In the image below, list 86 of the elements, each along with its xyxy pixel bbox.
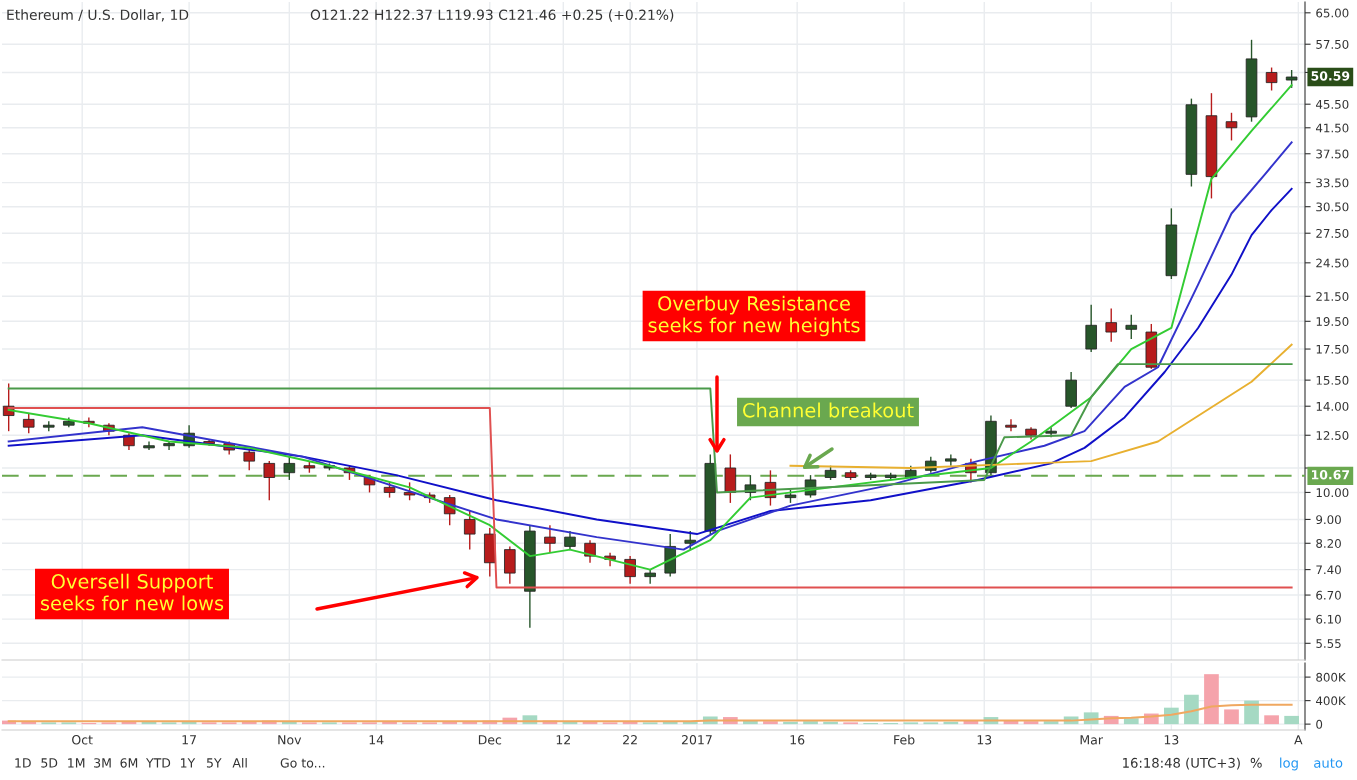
- y-tick-label: 33.50: [1316, 178, 1349, 188]
- x-tick-label: A: [1294, 735, 1303, 745]
- candlestick: [22, 412, 35, 434]
- y-tick-label: 0: [1316, 719, 1323, 729]
- y-tick-label: 6.70: [1316, 590, 1341, 600]
- y-tick-label: 45.50: [1315, 99, 1349, 109]
- text: 50.59: [1311, 71, 1350, 81]
- y-tick-label: 6.10: [1316, 614, 1341, 624]
- bar: [1204, 674, 1219, 725]
- text: 3M: [94, 758, 111, 768]
- y-tick-label: 30.50: [1316, 202, 1349, 212]
- candlestick: [1225, 112, 1238, 142]
- candlestick: [564, 530, 576, 551]
- text: All: [232, 757, 247, 768]
- candlestick: [1125, 314, 1138, 340]
- y-tick-label: 800K: [1316, 672, 1346, 682]
- x-tick-label: Feb: [894, 734, 915, 745]
- candlestick: [263, 460, 276, 501]
- candlestick: [1085, 304, 1097, 353]
- y-tick-label: 15.50: [1316, 375, 1349, 385]
- bar: [1184, 694, 1199, 725]
- x-tick-label: Oct: [72, 735, 93, 745]
- text: 1D: [15, 758, 31, 768]
- candlestick: [644, 568, 656, 585]
- y-tick-label: 8.20: [1316, 539, 1341, 548]
- x-tick-label: 22: [623, 735, 637, 745]
- y-tick-label: 9.00: [1316, 515, 1341, 525]
- bar: [1123, 718, 1139, 725]
- chart-subtitle: O121.22 H122.37 L119.93 C121.46 +0.25 (+0.21%): [310, 9, 674, 22]
- x-tick-label: Dec: [478, 735, 502, 745]
- y-tick-label: 27.50: [1316, 228, 1349, 238]
- candlestick: [544, 524, 556, 554]
- y-tick-label: 24.50: [1316, 258, 1349, 268]
- text: Go to...: [280, 758, 325, 768]
- candlestick: [243, 449, 255, 472]
- x-tick-label: 13: [1164, 735, 1179, 745]
- candlestick: [283, 455, 296, 481]
- y-tick-label: 14.00: [1316, 401, 1349, 411]
- y-tick-label: 37.50: [1316, 149, 1349, 159]
- y-tick-label: 5.55: [1316, 639, 1341, 648]
- x-tick-label: 2017: [681, 735, 712, 745]
- line-series: [7, 363, 1293, 494]
- text: 5Y: [206, 758, 222, 768]
- y-tick-label: 21.50: [1316, 292, 1349, 301]
- candlestick: [1265, 66, 1278, 92]
- line-series: [7, 703, 1293, 723]
- ref-line-label: 10.67: [1311, 469, 1350, 480]
- x-tick-label: 16: [790, 735, 805, 745]
- annotation: Overbuy Resistance seeks for new heights: [648, 295, 860, 337]
- text: %: [1250, 757, 1262, 768]
- candlestick: [945, 453, 957, 467]
- x-tick-label: 14: [369, 735, 384, 745]
- annotation: Oversell Support seeks for new lows: [40, 573, 224, 611]
- y-tick-label: 12.50: [1316, 430, 1349, 440]
- bar: [1224, 709, 1239, 725]
- y-tick-label: 10.00: [1316, 488, 1349, 498]
- text: 5D: [41, 758, 58, 768]
- text: auto: [1314, 758, 1343, 768]
- candlestick: [1005, 418, 1017, 432]
- x-tick-label: 13: [977, 735, 992, 745]
- y-tick-label: 19.50: [1316, 317, 1349, 326]
- text: log: [1280, 757, 1298, 771]
- x-tick-label: 17: [182, 735, 196, 745]
- y-tick-label: 57.50: [1316, 39, 1349, 49]
- text: 1M: [68, 758, 85, 768]
- chart-title: Ethereum / U.S. Dollar, 1D: [7, 9, 189, 22]
- candlestick: [463, 510, 476, 551]
- text: 1Y: [180, 758, 196, 768]
- bar: [1284, 715, 1299, 725]
- text: YTD: [145, 758, 171, 768]
- text: 6M: [120, 758, 138, 768]
- candlestick: [504, 545, 516, 585]
- bar: [1264, 715, 1279, 725]
- candlestick: [684, 530, 697, 551]
- y-tick-label: 41.50: [1315, 123, 1349, 133]
- y-tick-label: 7.40: [1316, 565, 1341, 575]
- candlestick: [1105, 307, 1117, 343]
- x-tick-label: Nov: [278, 735, 302, 745]
- x-tick-label: Mar: [1080, 735, 1103, 745]
- y-tick-label: 65.00: [1316, 8, 1349, 18]
- y-tick-label: 400K: [1315, 696, 1346, 706]
- y-tick-label: 17.50: [1316, 344, 1349, 354]
- text: 16:18:48 (UTC+3): [1123, 757, 1240, 770]
- annotation: Channel breakout: [743, 402, 914, 418]
- x-tick-label: 12: [556, 735, 570, 745]
- candlestick: [624, 555, 636, 585]
